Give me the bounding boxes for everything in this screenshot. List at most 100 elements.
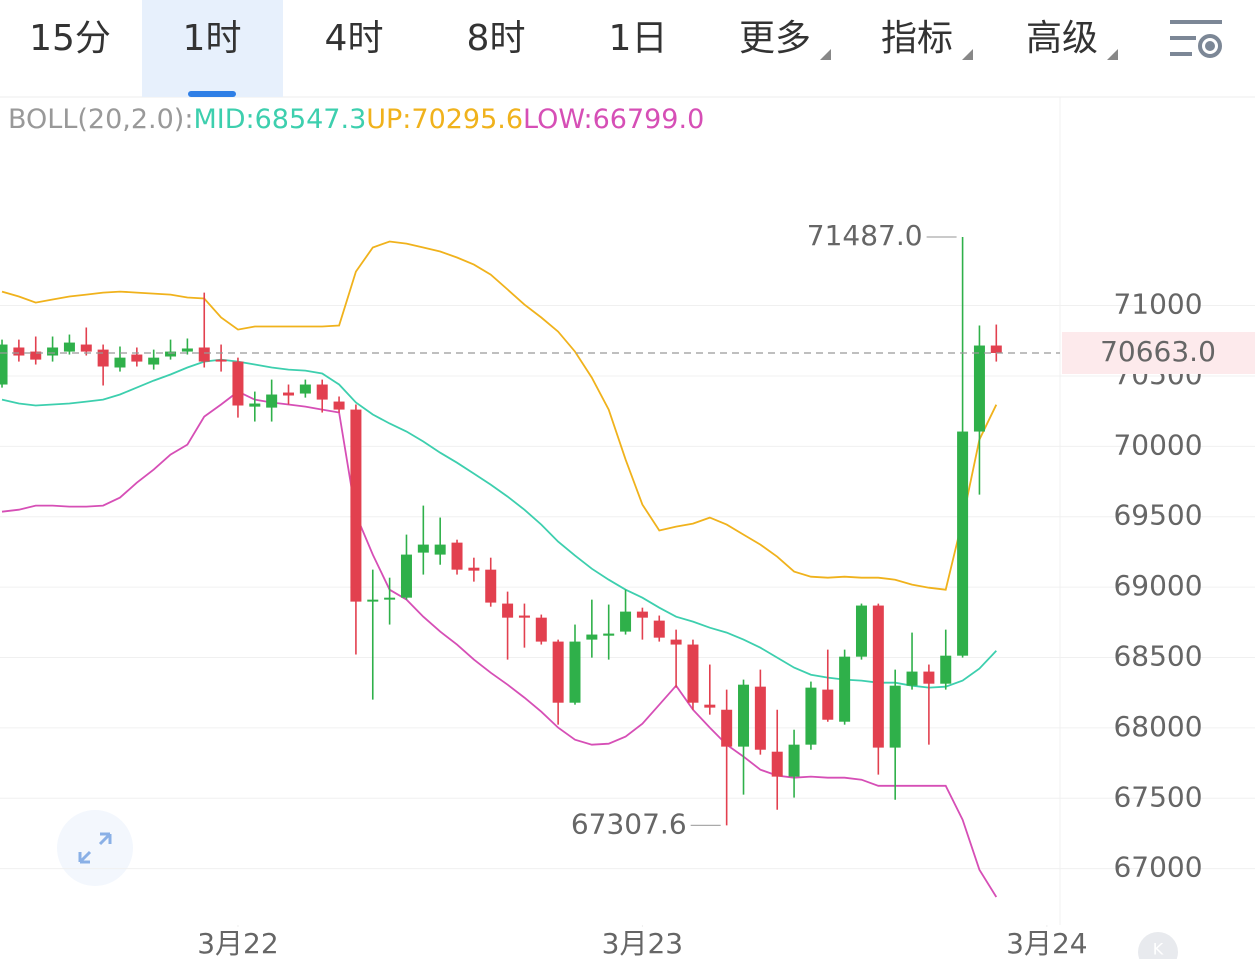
candle-body — [771, 751, 783, 777]
candle-body — [13, 347, 25, 356]
dropdown-arrow — [1107, 49, 1118, 60]
candle-body — [518, 615, 530, 618]
y-tick-label: 70000 — [1113, 428, 1202, 461]
candle-body — [502, 603, 514, 618]
legend-name: UP: — [366, 104, 411, 135]
candle-body — [131, 354, 143, 362]
candle-body — [535, 617, 547, 642]
legend-value: 70295.6 — [411, 104, 523, 135]
k-button[interactable]: K — [1138, 932, 1178, 959]
legend-value: 68547.3 — [255, 104, 367, 135]
legend-name: LOW: — [523, 104, 593, 135]
tab[interactable]: 1时 — [142, 0, 283, 97]
settings-icon[interactable] — [1170, 20, 1222, 58]
candle-body — [839, 656, 851, 722]
dropdown-arrow — [820, 49, 831, 60]
tab-label: 高级 — [1026, 18, 1098, 59]
annotation-label: 67307.6 — [571, 807, 687, 840]
candle-body — [788, 744, 800, 777]
candle-body — [670, 639, 682, 645]
candle-body — [47, 347, 59, 356]
candle-body — [215, 359, 227, 362]
band-line — [1, 240, 998, 591]
candle-body — [805, 687, 817, 745]
legend-indicator: BOLL(20,2.0): — [8, 104, 193, 135]
candle-body — [434, 544, 446, 555]
tab[interactable]: 15分 — [29, 18, 111, 59]
candle-body — [468, 567, 480, 571]
candle-body — [855, 605, 867, 657]
candle-body — [485, 569, 497, 603]
legend: BOLL(20,2.0):MID:68547.3UP:70295.6LOW:66… — [8, 104, 704, 135]
candle-body — [80, 344, 92, 352]
candle-body — [198, 347, 210, 362]
candle-body — [990, 345, 1002, 353]
tab-label: 1日 — [609, 18, 668, 59]
tab-label: 8时 — [467, 18, 526, 59]
y-tick-label: 69000 — [1113, 569, 1202, 602]
band-line — [1, 390, 998, 898]
tab-label: 15分 — [29, 18, 111, 59]
candle-body — [687, 644, 699, 703]
candle-body — [249, 403, 261, 407]
candle-body — [63, 342, 75, 352]
tab[interactable]: 8时 — [467, 18, 526, 59]
candle-body — [417, 544, 429, 553]
y-tick-label: 68500 — [1113, 640, 1202, 673]
candle-body — [367, 599, 379, 602]
tab[interactable]: 1日 — [609, 18, 668, 59]
y-tick-label: 67000 — [1113, 851, 1202, 884]
candle-body — [232, 361, 244, 406]
tab-label: 指标 — [881, 18, 953, 59]
legend-name: MID: — [193, 104, 254, 135]
candle-body — [906, 671, 918, 686]
candle-body — [586, 634, 598, 640]
candle-body — [400, 554, 412, 598]
candle-body — [333, 401, 345, 410]
candle-body — [165, 351, 177, 357]
y-tick-label: 67500 — [1113, 780, 1202, 813]
candle-body — [569, 641, 581, 703]
last-price-box — [1062, 331, 1255, 374]
band-line — [1, 358, 997, 689]
candle-body — [822, 689, 834, 720]
candle-body — [97, 349, 109, 367]
tab-indicator — [188, 91, 236, 97]
x-tick-label: 3月22 — [197, 927, 278, 959]
candle-body — [754, 686, 766, 750]
y-tick-label: 68000 — [1113, 710, 1202, 743]
candle-body — [30, 351, 42, 360]
candle-body — [620, 611, 632, 632]
candle-body — [973, 345, 985, 432]
candle-body — [148, 357, 160, 365]
candle-body — [283, 392, 295, 396]
candle-body — [0, 344, 8, 385]
candle-body — [316, 384, 328, 400]
tab[interactable]: 4时 — [325, 18, 384, 59]
x-tick-label: 3月24 — [1006, 927, 1087, 959]
tab-label: 更多 — [739, 18, 811, 59]
tab[interactable]: 高级 — [1026, 18, 1118, 60]
candle-body — [872, 605, 884, 748]
candle-body — [603, 633, 615, 636]
tab[interactable]: 指标 — [881, 18, 973, 60]
tab[interactable]: 更多 — [739, 18, 831, 60]
candle-body — [636, 611, 648, 618]
last-price-label: 70663.0 — [1100, 335, 1216, 368]
candle-body — [957, 431, 969, 656]
candle-body — [738, 684, 750, 747]
candle-body — [114, 357, 126, 368]
candle-body — [552, 641, 564, 703]
annotation-label: 71487.0 — [807, 219, 923, 252]
expand-button[interactable] — [57, 810, 133, 886]
tab-selected-bg — [142, 0, 283, 97]
candle-body — [451, 542, 463, 570]
dropdown-arrow — [962, 49, 973, 60]
candle-body — [181, 348, 193, 352]
candle-body — [704, 704, 716, 708]
candle-body — [350, 409, 362, 602]
candle-body — [653, 620, 665, 638]
candle-body — [299, 384, 311, 394]
tab-label: 4时 — [325, 18, 384, 59]
